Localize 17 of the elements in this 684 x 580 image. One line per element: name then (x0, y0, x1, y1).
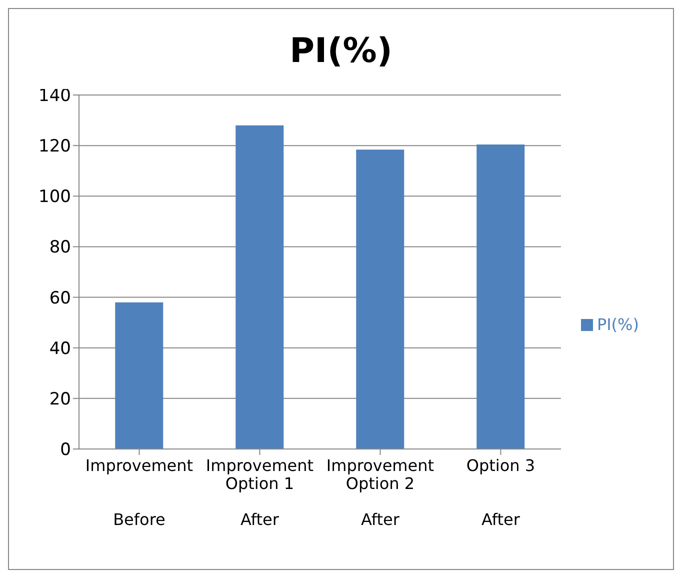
y-tick-label: 80 (49, 238, 71, 258)
y-tick-label: 0 (60, 440, 71, 460)
y-tick-label: 100 (38, 187, 71, 208)
y-tick-label: 20 (49, 389, 71, 410)
category-label: Option 3 After (466, 456, 536, 529)
bar (236, 125, 284, 449)
bar (356, 150, 404, 449)
bar (476, 144, 525, 449)
y-tick-label: 40 (49, 338, 71, 359)
category-label: Improvement Before (85, 456, 194, 529)
legend-label: PI(%) (596, 314, 639, 334)
bar (115, 302, 164, 449)
x-tick-label: Improvement Option 2 After (326, 456, 434, 529)
y-tick-label: 60 (49, 288, 71, 308)
x-tick-label: Improvement Option 1 After (206, 456, 314, 529)
y-tick-label: 120 (38, 136, 71, 157)
chart-title: PI(%) (290, 31, 392, 71)
